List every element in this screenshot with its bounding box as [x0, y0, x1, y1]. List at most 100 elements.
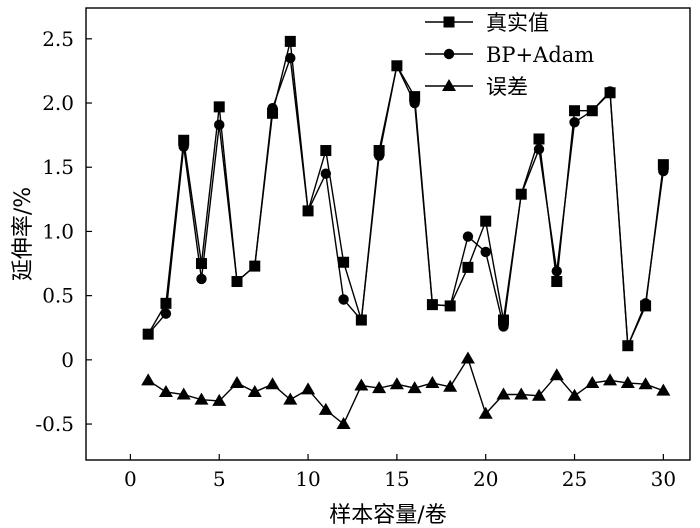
series-line — [147, 57, 665, 346]
x-axis-title: 样本容量/卷 — [329, 503, 446, 528]
data-point — [178, 134, 190, 146]
data-point — [247, 384, 262, 397]
data-point — [338, 294, 349, 305]
data-point — [549, 368, 564, 381]
data-point — [640, 298, 651, 309]
data-point — [533, 133, 545, 145]
series-3 — [141, 351, 671, 430]
data-point — [444, 300, 456, 312]
y-tick-label: 2.0 — [42, 91, 74, 115]
data-point — [462, 261, 474, 273]
data-point — [302, 205, 314, 217]
data-point — [160, 308, 172, 319]
data-point — [176, 387, 191, 400]
series-2 — [142, 52, 669, 351]
data-point — [142, 328, 154, 340]
legend-entry: 误差 — [425, 75, 528, 99]
y-tick-label: -0.5 — [35, 412, 74, 436]
data-point — [320, 168, 332, 179]
data-point — [480, 246, 491, 258]
data-point — [320, 145, 332, 157]
legend-marker — [443, 16, 455, 28]
x-tick-label: 20 — [473, 467, 498, 491]
data-point — [425, 375, 440, 388]
data-point — [551, 266, 562, 277]
legend-marker — [442, 79, 456, 91]
data-point — [212, 393, 227, 406]
data-point — [373, 150, 385, 161]
data-point — [427, 299, 438, 310]
legend-label: BP+Adam — [486, 43, 594, 67]
y-tick-label: 1.5 — [42, 155, 74, 179]
data-point — [249, 260, 260, 272]
x-tick-label: 25 — [562, 467, 587, 491]
data-point — [496, 387, 511, 400]
x-tick-label: 0 — [124, 467, 137, 491]
data-point — [569, 117, 580, 128]
legend-entry: 真实值 — [425, 11, 549, 35]
data-point — [409, 97, 420, 109]
data-point — [336, 417, 351, 430]
data-point — [603, 373, 618, 386]
series-line — [147, 356, 664, 426]
data-point — [620, 375, 635, 388]
data-point — [407, 381, 422, 394]
y-axis-title: 延伸率/% — [11, 187, 36, 281]
x-tick-label: 5 — [213, 467, 226, 491]
x-tick-label: 30 — [651, 467, 676, 491]
data-point — [480, 215, 492, 227]
data-point — [338, 256, 350, 268]
data-point — [587, 105, 598, 116]
data-point — [284, 35, 296, 47]
axis-ticks: 0 5 10 15 20 25 30 -0.5 0 0.5 1.0 1.5 2.0 2.5 — [35, 27, 676, 491]
plot-frame — [85, 7, 691, 461]
data-point — [285, 52, 296, 64]
data-point — [160, 297, 172, 309]
data-point — [604, 86, 616, 97]
y-tick-label: 1.0 — [42, 219, 74, 243]
y-tick-label: 2.5 — [42, 27, 74, 51]
data-point — [460, 351, 475, 364]
data-point — [498, 321, 509, 332]
data-point — [354, 378, 369, 391]
x-tick-label: 15 — [384, 467, 409, 491]
data-point — [195, 258, 207, 270]
data-point — [356, 314, 367, 326]
legend-entry: BP+Adam — [425, 43, 594, 67]
data-point — [372, 381, 387, 394]
data-point — [158, 384, 173, 397]
data-point — [551, 276, 563, 288]
legend-label: 真实值 — [486, 11, 549, 35]
data-point — [585, 375, 600, 388]
data-point — [265, 377, 280, 390]
data-point — [638, 377, 653, 390]
data-point — [657, 159, 669, 171]
legend-label: 误差 — [486, 75, 528, 99]
data-point — [462, 231, 474, 242]
data-point — [391, 60, 403, 71]
data-point — [231, 276, 243, 287]
data-point — [409, 91, 421, 103]
data-point — [141, 373, 156, 386]
data-point — [533, 144, 545, 155]
legend: 真实值 BP+Adam 误差 — [425, 11, 594, 99]
data-point — [267, 102, 278, 114]
y-tick-label: 0 — [61, 348, 74, 372]
data-point — [656, 383, 671, 396]
data-point — [658, 165, 669, 177]
data-point — [567, 388, 582, 401]
data-point — [443, 379, 458, 392]
data-point — [516, 188, 527, 200]
y-tick-label: 0.5 — [42, 284, 74, 308]
x-tick-label: 10 — [295, 467, 320, 491]
data-point — [389, 377, 404, 390]
data-point — [622, 340, 634, 351]
data-point — [194, 392, 209, 405]
legend-marker — [443, 48, 455, 60]
data-point — [283, 392, 298, 405]
data-point — [301, 382, 316, 395]
data-point — [213, 101, 225, 113]
data-point — [497, 314, 509, 326]
data-point — [318, 402, 333, 415]
